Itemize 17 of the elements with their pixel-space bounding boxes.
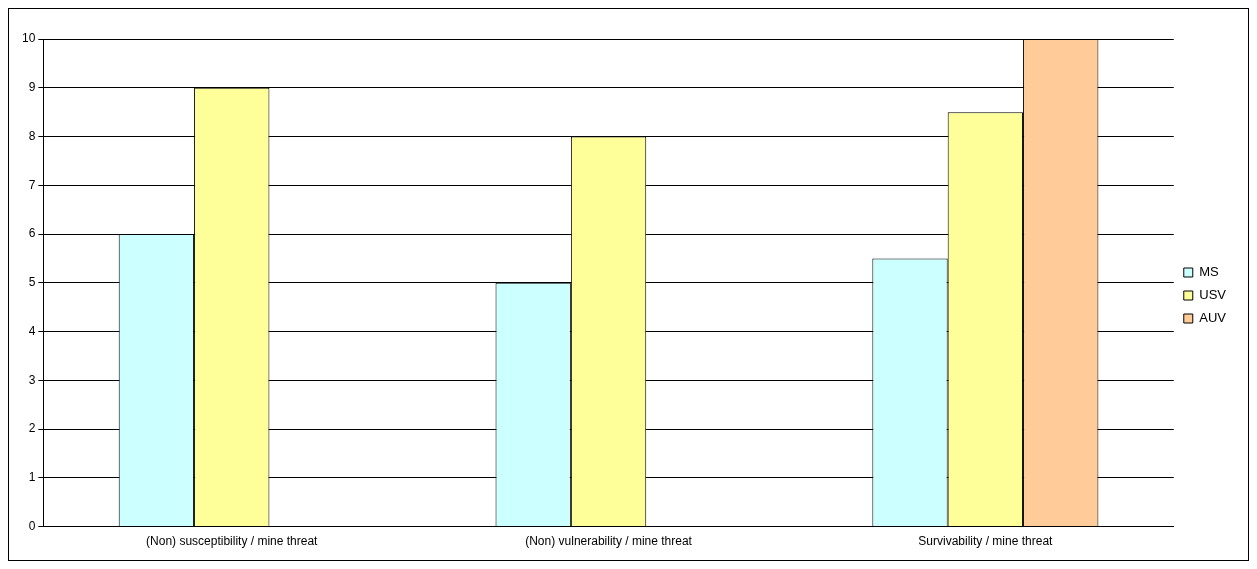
y-tick-label: 2 xyxy=(28,421,36,436)
y-tick-label: 8 xyxy=(28,128,36,143)
y-tick-label: 1 xyxy=(28,470,36,485)
y-tick-label: 9 xyxy=(28,80,36,95)
legend-label: USV xyxy=(1199,287,1227,303)
x-tick-label: Survivability / mine threat xyxy=(918,534,1054,549)
x-tick-label: (Non) susceptibility / mine threat xyxy=(146,534,319,549)
x-tick-label: (Non) vulnerability / mine threat xyxy=(525,534,693,549)
y-tick-label: 5 xyxy=(28,275,36,290)
legend-label: AUV xyxy=(1199,310,1227,326)
legend-label: MS xyxy=(1199,264,1220,280)
y-tick-label: 7 xyxy=(28,177,36,192)
y-tick-label: 10 xyxy=(21,31,36,46)
y-tick-label: 3 xyxy=(28,372,36,387)
y-tick-label: 4 xyxy=(28,323,36,338)
y-tick-label: 6 xyxy=(28,226,36,241)
y-tick-label: 0 xyxy=(28,518,36,533)
